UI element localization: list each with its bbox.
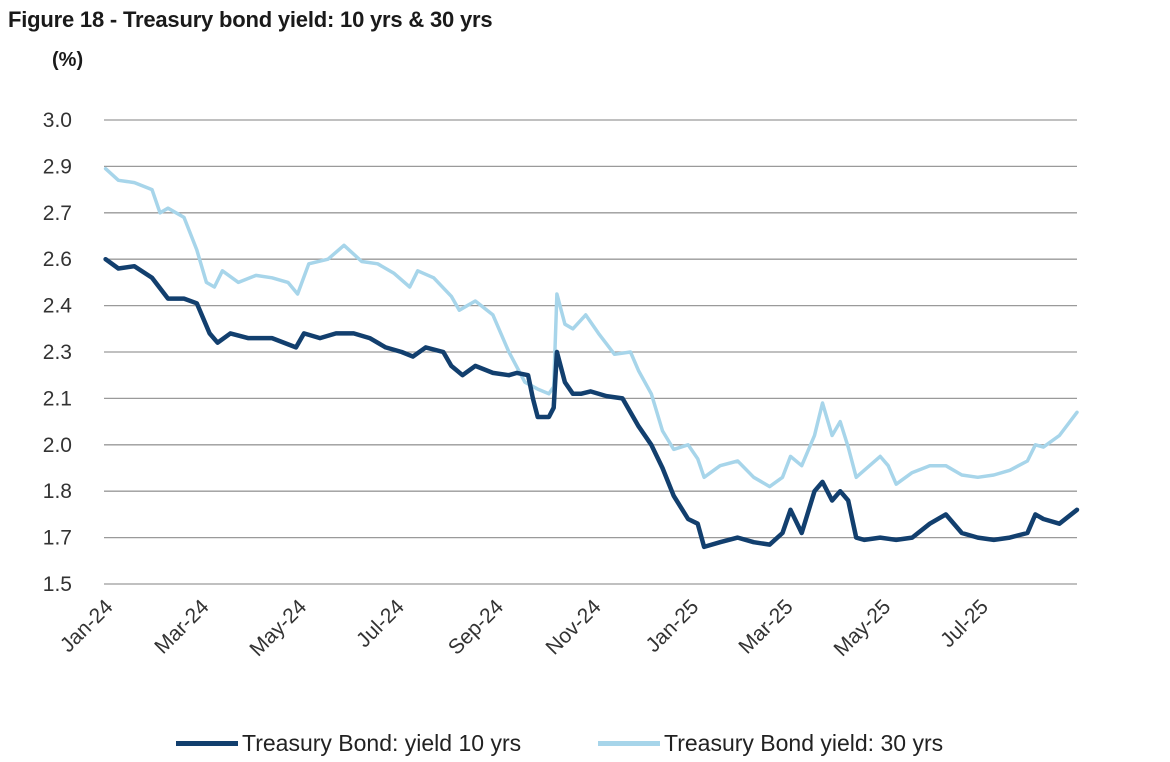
x-tick-label: May-24 bbox=[245, 595, 311, 661]
y-tick-label: 2.4 bbox=[43, 295, 73, 318]
x-tick-labels: Jan-24 Mar-24 May-24 Jul-24 Sep-24 Nov-24 Jan-… bbox=[56, 595, 993, 661]
y-tick-label: 2.9 bbox=[43, 155, 72, 178]
y-tick-label: 2.6 bbox=[43, 248, 72, 271]
legend-swatch-30y bbox=[598, 741, 660, 746]
y-tick-label: 2.3 bbox=[43, 341, 72, 364]
legend-label-30y: Treasury Bond yield: 30 yrs bbox=[664, 730, 944, 756]
y-tick-label: 2.1 bbox=[43, 387, 72, 410]
line-chart: 3.0 2.9 2.7 2.6 2.4 2.3 2.1 2.0 1.8 1.7 1.5 Jan-24… bbox=[43, 109, 1080, 661]
y-tick-label: 3.0 bbox=[43, 109, 72, 132]
y-tick-label: 1.5 bbox=[43, 573, 72, 596]
legend-item-10y: Treasury Bond: yield 10 yrs bbox=[176, 730, 521, 757]
series-lines bbox=[103, 166, 1080, 550]
legend-label-10y: Treasury Bond: yield 10 yrs bbox=[242, 730, 522, 756]
chart-legend: Treasury Bond: yield 10 yrs Treasury Bon… bbox=[0, 730, 1170, 762]
x-tick-label: Jul-25 bbox=[936, 595, 993, 652]
y-tick-labels: 3.0 2.9 2.7 2.6 2.4 2.3 2.1 2.0 1.8 1.7 1.5 bbox=[43, 109, 73, 596]
legend-swatch-10y bbox=[176, 741, 238, 746]
series-line-30y bbox=[103, 166, 1079, 489]
x-tick-label: Nov-24 bbox=[541, 595, 605, 659]
y-axis-unit-label: (%) bbox=[52, 49, 84, 71]
y-tick-label: 1.7 bbox=[43, 527, 72, 550]
x-tick-label: Jan-24 bbox=[56, 595, 118, 657]
legend-item-30y: Treasury Bond yield: 30 yrs bbox=[598, 730, 943, 757]
x-tick-label: Sep-24 bbox=[444, 595, 508, 659]
y-tick-label: 1.8 bbox=[43, 480, 72, 503]
x-tick-label: Jan-25 bbox=[642, 595, 704, 657]
x-tick-label: Jul-24 bbox=[352, 595, 409, 652]
grid-lines bbox=[104, 119, 1077, 585]
x-tick-label: Mar-24 bbox=[150, 595, 214, 659]
x-tick-label: Mar-25 bbox=[734, 595, 797, 658]
y-tick-label: 2.7 bbox=[43, 202, 72, 225]
series-line-10y bbox=[103, 256, 1080, 550]
y-tick-label: 2.0 bbox=[43, 434, 72, 457]
x-tick-label: May-25 bbox=[830, 595, 896, 661]
figure-title: Figure 18 - Treasury bond yield: 10 yrs … bbox=[8, 7, 493, 32]
